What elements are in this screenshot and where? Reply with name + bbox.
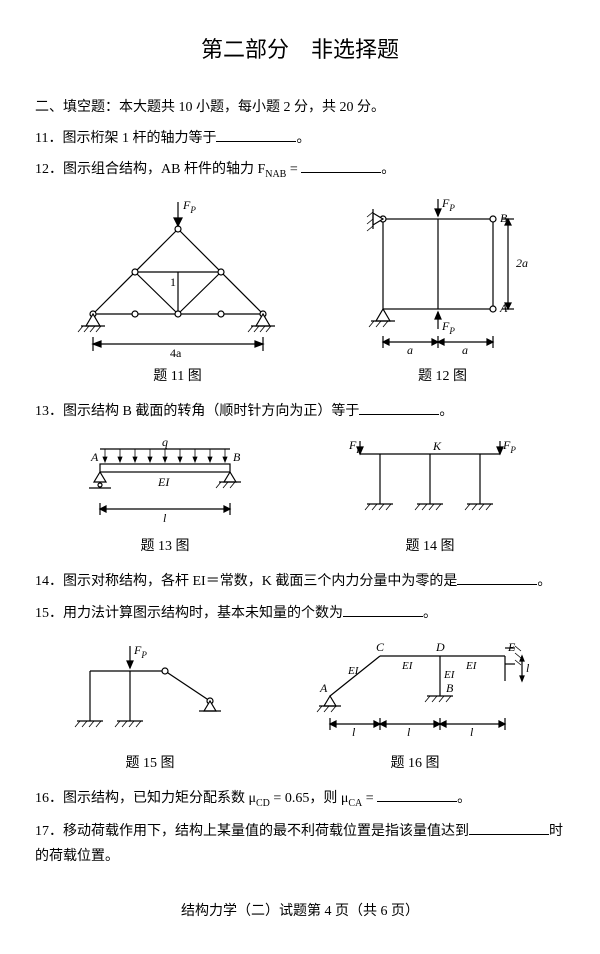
fig-row-2: A B q EI l 题 13 图 bbox=[35, 434, 565, 559]
svg-text:EI: EI bbox=[347, 665, 360, 677]
svg-text:EI: EI bbox=[443, 669, 456, 681]
fig12: FP FP B A a a 2a 题 12 图 bbox=[348, 194, 538, 389]
blank bbox=[216, 127, 296, 142]
q13-end: 。 bbox=[439, 404, 453, 419]
q14-end: 。 bbox=[537, 574, 551, 589]
fig13-caption: 题 13 图 bbox=[65, 534, 265, 559]
q11: 11．图示桁架 1 杆的轴力等于 。 bbox=[35, 126, 565, 151]
A-label: A bbox=[499, 301, 508, 315]
fig14-caption: 题 14 图 bbox=[325, 534, 535, 559]
q14-text: 14．图示对称结构，各杆 EI＝常数，K 截面三个内力分量中为零的是 bbox=[35, 574, 457, 589]
q12-eq: = bbox=[286, 162, 301, 177]
q15: 15．用力法计算图示结构时，基本未知量的个数为 。 bbox=[35, 601, 565, 626]
svg-text:B: B bbox=[233, 450, 241, 464]
svg-text:C: C bbox=[376, 640, 385, 654]
fp-label: FP bbox=[182, 198, 196, 215]
svg-text:l: l bbox=[163, 511, 167, 525]
fig15-svg: FP bbox=[60, 636, 240, 746]
fig16: A C D E B EI EI EI EI l l l l 题 16 图 bbox=[290, 636, 540, 776]
svg-text:EI: EI bbox=[157, 475, 170, 489]
svg-text:a: a bbox=[407, 343, 413, 357]
q16-sub2: CA bbox=[348, 798, 362, 809]
svg-text:FP: FP bbox=[441, 319, 455, 336]
fig11-svg: FP 1 4a bbox=[63, 194, 293, 359]
svg-text:A: A bbox=[90, 450, 99, 464]
fig16-svg: A C D E B EI EI EI EI l l l l bbox=[290, 636, 540, 746]
q16: 16．图示结构，已知力矩分配系数 μCD = 0.65，则 μCA = 。 bbox=[35, 786, 565, 813]
svg-text:2a: 2a bbox=[516, 256, 528, 270]
q14: 14．图示对称结构，各杆 EI＝常数，K 截面三个内力分量中为零的是 。 bbox=[35, 569, 565, 594]
svg-text:q: q bbox=[162, 435, 168, 449]
q16-eq: = bbox=[362, 791, 377, 806]
q15-text: 15．用力法计算图示结构时，基本未知量的个数为 bbox=[35, 606, 343, 621]
q16-mid: = 0.65，则 μ bbox=[270, 791, 348, 806]
q12-text: 12．图示组合结构，AB 杆件的轴力 F bbox=[35, 162, 265, 177]
svg-text:A: A bbox=[319, 681, 328, 695]
svg-text:FP: FP bbox=[133, 643, 147, 660]
fig14: FP FP K 题 14 图 bbox=[325, 434, 535, 559]
fig11-caption: 题 11 图 bbox=[63, 364, 293, 389]
fig15: FP 题 15 图 bbox=[60, 636, 240, 776]
section-header: 二、填空题：本大题共 10 小题，每小题 2 分，共 20 分。 bbox=[35, 95, 565, 120]
q11-end: 。 bbox=[296, 131, 310, 146]
q12-end: 。 bbox=[381, 162, 395, 177]
blank bbox=[469, 820, 549, 835]
fig13: A B q EI l 题 13 图 bbox=[65, 434, 265, 559]
svg-text:B: B bbox=[446, 681, 454, 695]
q16-end: 。 bbox=[457, 791, 471, 806]
fig11: FP 1 4a 题 11 图 bbox=[63, 194, 293, 389]
svg-text:E: E bbox=[507, 640, 516, 654]
q12: 12．图示组合结构，AB 杆件的轴力 FNAB = 。 bbox=[35, 157, 565, 184]
fig-row-1: FP 1 4a 题 11 图 bbox=[35, 194, 565, 389]
fig13-svg: A B q EI l bbox=[65, 434, 265, 529]
fig15-caption: 题 15 图 bbox=[60, 751, 240, 776]
q11-text: 11．图示桁架 1 杆的轴力等于 bbox=[35, 131, 216, 146]
4a-label: 4a bbox=[170, 346, 182, 359]
q16-text: 16．图示结构，已知力矩分配系数 μ bbox=[35, 791, 256, 806]
svg-text:EI: EI bbox=[465, 660, 478, 672]
q13-text: 13．图示结构 B 截面的转角（顺时针方向为正）等于 bbox=[35, 404, 359, 419]
q17: 17．移动荷载作用下，结构上某量值的最不利荷载位置是指该量值达到时的荷载位置。 bbox=[35, 819, 565, 869]
fig12-caption: 题 12 图 bbox=[348, 364, 538, 389]
svg-text:FP: FP bbox=[502, 438, 516, 455]
q17a: 17．移动荷载作用下，结构上某量值的最不利荷载位置是指该量值达到 bbox=[35, 824, 469, 839]
svg-text:FP: FP bbox=[441, 196, 455, 213]
q13: 13．图示结构 B 截面的转角（顺时针方向为正）等于 。 bbox=[35, 399, 565, 424]
q12-sub: NAB bbox=[265, 169, 286, 180]
blank bbox=[377, 787, 457, 802]
one-label: 1 bbox=[170, 275, 176, 289]
svg-text:K: K bbox=[432, 439, 442, 453]
fig-row-3: FP 题 15 图 bbox=[35, 636, 565, 776]
svg-text:D: D bbox=[435, 640, 445, 654]
fig16-caption: 题 16 图 bbox=[290, 751, 540, 776]
blank bbox=[457, 570, 537, 585]
svg-text:l: l bbox=[526, 661, 530, 675]
svg-text:FP: FP bbox=[348, 438, 362, 455]
svg-text:l: l bbox=[407, 725, 411, 739]
q16-sub1: CD bbox=[256, 798, 270, 809]
B-label: B bbox=[500, 211, 508, 225]
blank bbox=[343, 602, 423, 617]
fig12-svg: FP FP B A a a 2a bbox=[348, 194, 538, 359]
page-title: 第二部分 非选择题 bbox=[35, 30, 565, 70]
svg-text:EI: EI bbox=[401, 660, 414, 672]
fig14-svg: FP FP K bbox=[325, 434, 535, 529]
q15-end: 。 bbox=[423, 606, 437, 621]
blank bbox=[301, 158, 381, 173]
svg-text:l: l bbox=[352, 725, 356, 739]
page-footer: 结构力学（二）试题第 4 页（共 6 页） bbox=[35, 899, 565, 924]
svg-text:a: a bbox=[462, 343, 468, 357]
svg-text:l: l bbox=[470, 725, 474, 739]
blank bbox=[359, 400, 439, 415]
